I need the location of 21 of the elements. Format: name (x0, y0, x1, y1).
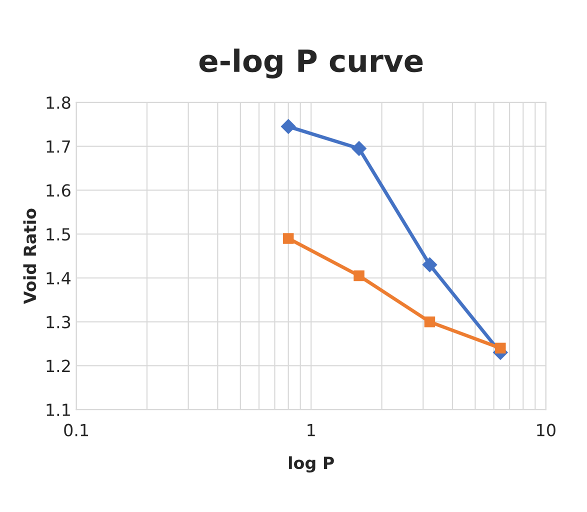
x-tick-label: 1 (308, 424, 315, 436)
y-tick-label: 1.1 (46, 404, 70, 416)
y-tick-label: 1.8 (46, 96, 70, 109)
y-tick-label: 1.6 (46, 184, 70, 197)
x-axis-title: log P (288, 456, 334, 473)
y-axis-title: Void Ratio (23, 208, 36, 304)
y-tick-label: 1.4 (46, 272, 71, 284)
point (422, 257, 438, 272)
y-tick-label: 1.2 (46, 360, 70, 372)
x-tick-label: 10 (537, 424, 556, 436)
point (354, 270, 364, 282)
point (352, 141, 366, 156)
y-tick-label: 1.5 (46, 228, 70, 241)
point (495, 342, 506, 354)
y-tick-label: 1.3 (46, 316, 70, 328)
x-tick-label: 0.1 (64, 424, 88, 436)
chart-title: e-log P curve (199, 48, 423, 78)
y-tick-label: 1.7 (46, 140, 70, 153)
point (280, 119, 296, 134)
point (282, 233, 294, 244)
point (424, 316, 436, 328)
